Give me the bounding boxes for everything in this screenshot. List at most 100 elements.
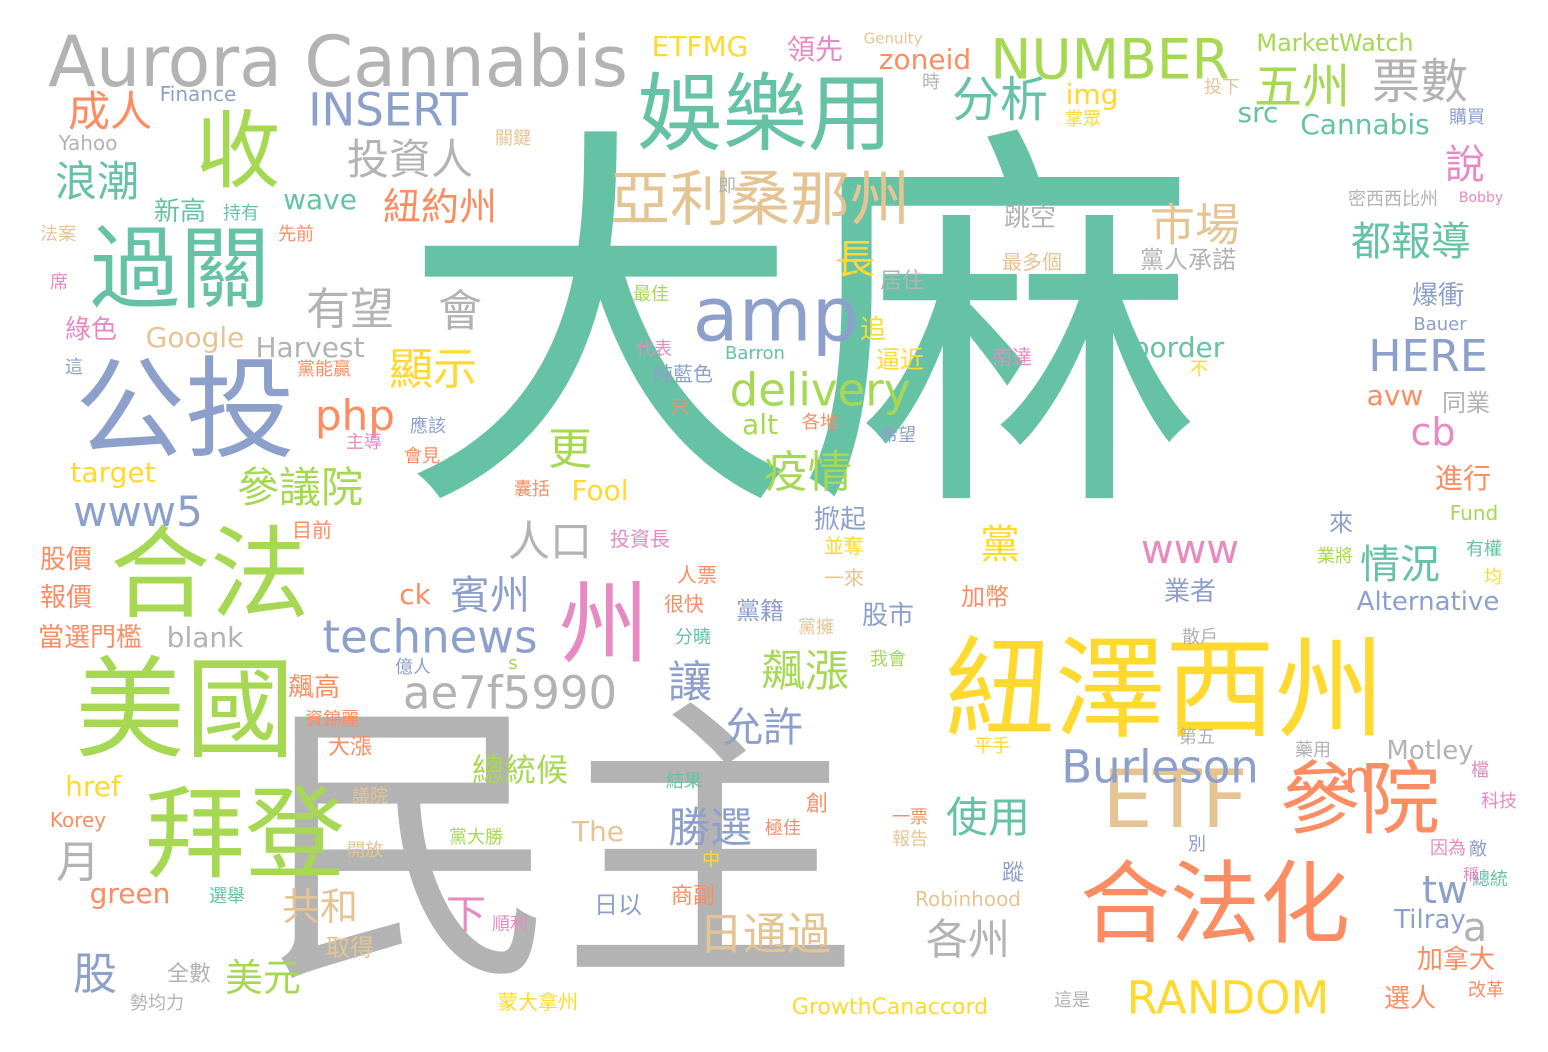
cloud-word: Barron [725,343,785,364]
cloud-word: Fund [1449,501,1499,525]
cloud-word: 投資長 [610,527,670,551]
cloud-word: 持有 [223,203,259,224]
cloud-word: Harvest [255,331,365,364]
cloud-word: 稱 [1462,865,1480,884]
cloud-word: 檔 [1471,760,1489,781]
cloud-word: target [70,456,156,489]
cloud-word: 加拿大 [1416,945,1496,975]
cloud-word: delivery [729,363,911,417]
cloud-word: 順利 [492,914,528,935]
cloud-word: 掀起 [813,505,867,535]
cloud-word: 很快 [664,592,704,616]
cloud-word: 人口 [507,517,593,566]
cloud-word: 公投 [75,346,295,474]
cloud-word: 參院 [1280,753,1440,846]
cloud-word: 蹤 [1001,861,1025,886]
cloud-word: 股 [73,949,117,1000]
cloud-word: 跳空 [1003,203,1057,233]
cloud-word: Motley [1386,736,1474,766]
cloud-word: 五州 [1253,59,1351,115]
cloud-word: href [65,770,121,803]
cloud-word: border [1131,331,1225,364]
cloud-word: INSERT [308,83,468,137]
cloud-word: 同業 [1442,389,1490,417]
cloud-word: 我會 [870,649,906,670]
cloud-word: 投資人 [346,135,474,184]
cloud-word: n [1344,752,1372,803]
cloud-word: 收 [195,102,281,202]
cloud-word: 一票 [892,807,928,828]
cloud-word: 極佳 [765,818,801,839]
cloud-word: 勝選 [667,803,753,852]
cloud-word: 讓 [668,657,712,708]
cloud-word: alt [742,408,778,441]
cloud-word: green [89,877,171,910]
cloud-word: 亞利桑那州 [610,165,910,235]
cloud-word: 業者 [1163,577,1217,607]
cloud-word: The [571,815,625,848]
cloud-word: Google [145,321,245,354]
cloud-word: www5 [73,487,203,536]
cloud-word: 共和 [281,885,359,929]
cloud-word: 娛樂用 [637,65,893,165]
cloud-word: 合法 [110,516,310,633]
cloud-word: 密西西比州 [1348,189,1438,210]
cloud-word: 因為 [1430,838,1466,859]
cloud-word: 市場 [1149,198,1241,252]
cloud-word: 開放 [347,840,383,861]
cloud-word: 拜登 [145,776,345,893]
cloud-word: 關鍵 [495,128,531,149]
cloud-word: 美元 [224,956,302,1000]
cloud-word: 資錦麗 [305,709,359,730]
cloud-word: 來 [1329,509,1353,537]
cloud-word: a [1462,905,1488,951]
cloud-word: ETFMG [651,30,749,63]
cloud-word: ETF [1102,753,1248,846]
cloud-word: amp [692,270,860,359]
cloud-word: 取得 [326,934,374,962]
cloud-word: Alternative [1356,587,1500,617]
cloud-word: 浪潮 [54,157,140,206]
cloud-word: 大漲 [327,735,373,760]
cloud-word: 下 [446,892,486,938]
cloud-word: 全數 [166,962,212,987]
cloud-word: 敵 [1469,839,1487,860]
cloud-word: 科技 [1481,791,1517,812]
cloud-word: 日通過 [699,909,831,960]
cloud-word: 都報導 [1351,219,1471,265]
cloud-word: 總統候 [471,751,569,789]
cloud-word: Genuity [863,29,923,48]
cloud-word: 紐約州 [382,185,498,229]
cloud-word: php [315,391,395,440]
cloud-word: 黨籍 [736,597,784,625]
cloud-word: 純藍色 [653,362,713,386]
cloud-word: 選人 [1383,984,1437,1014]
cloud-word: 長 [835,237,875,283]
cloud-word: 股市 [861,601,915,631]
cloud-word: 席 [50,272,68,293]
cloud-word: 各州 [925,915,1011,964]
cloud-word: 掌眾 [1065,109,1101,130]
cloud-word: 有望 [306,284,394,335]
cloud-word: 成人 [67,87,153,136]
cloud-word: Cannabis [1300,108,1430,141]
cloud-word: 當選門檻 [37,623,143,653]
cloud-word: 只 [671,397,689,418]
cloud-word: 黨能贏 [297,359,351,380]
cloud-word: 黨擁 [798,617,834,638]
cloud-word: 議院 [352,786,388,807]
cloud-word: img [1065,78,1119,111]
cloud-word: 大麻 [400,97,1200,562]
cloud-word: 有權 [1466,539,1502,560]
cloud-word: 投下 [1204,77,1240,98]
cloud-word: 黨人承諾 [1140,246,1236,274]
cloud-word: zoneid [878,43,972,76]
cloud-word: 追 [859,315,887,345]
cloud-word: 州 [559,572,649,677]
cloud-word: Bobby [1458,190,1504,206]
cloud-word: 月 [56,837,100,888]
cloud-word: 各地 [802,412,838,433]
cloud-word: ae7f5990 [402,666,618,720]
cloud-word: Yahoo [58,131,118,155]
